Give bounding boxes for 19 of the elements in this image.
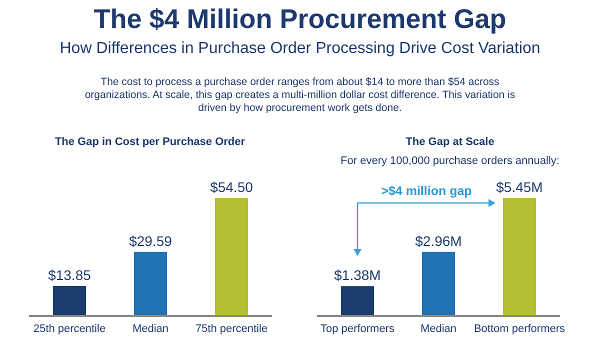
data-label: $54.50	[210, 179, 254, 195]
chart-subtitle: For every 100,000 purchase orders annually:	[340, 155, 560, 167]
data-label: $2.96M	[415, 232, 462, 249]
text: The $4 Million Procurement Gap	[92, 4, 508, 35]
x-tick-label: Top performers	[320, 322, 395, 335]
data-label: $29.59	[129, 232, 172, 249]
annotation: >$4 million gap	[380, 184, 473, 198]
text: How Differences in Purchase Order Processing Drive Cost Variation	[58, 40, 542, 58]
x-tick-label: Median	[132, 322, 169, 335]
x-tick-label: 75th percentile	[195, 322, 268, 335]
data-label: $13.85	[48, 267, 92, 284]
chart-title: The Gap at Scale	[404, 136, 496, 148]
x-tick-label: 25th percentile	[33, 322, 106, 335]
text: The cost to process a purchase order ranges from about $14 to more than $54 across organizations. At scale, this gap creates a multi-million dollar cost difference. This variation is driven by how procurement work gets done.	[84, 76, 516, 115]
x-tick-label: Median	[420, 322, 457, 335]
chart-title: The Gap in Cost per Purchase Order	[54, 136, 246, 148]
x-tick-label: Bottom performers	[474, 322, 566, 335]
data-label: $1.38M	[334, 267, 381, 284]
data-label: $5.45M	[496, 179, 543, 195]
